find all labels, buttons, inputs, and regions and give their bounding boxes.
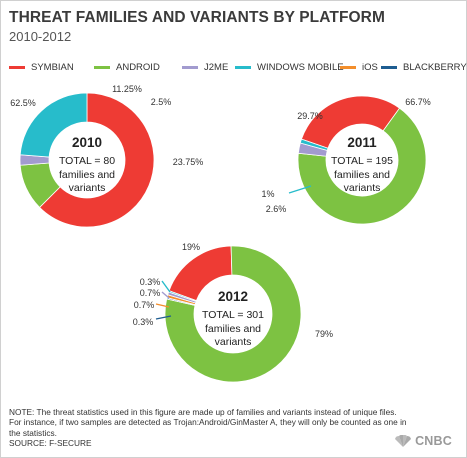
slice-label-android: 79% (315, 329, 333, 339)
donut-hole (194, 275, 272, 353)
cnbc-logo-text: CNBC (415, 434, 452, 448)
donut-center-caption: variants (69, 182, 106, 194)
legend-label-ios: iOS (362, 61, 378, 73)
slice-label-windows-mobile: 23.75% (173, 157, 204, 167)
donut-center-total: TOTAL = 80 (59, 155, 115, 167)
legend-label-android: ANDROID (116, 61, 160, 73)
cnbc-logo: CNBC (394, 434, 452, 448)
donut-center-total: TOTAL = 301 (202, 309, 264, 321)
slice-label-android: 66.7% (405, 97, 431, 107)
donut-center-year: 2011 (347, 135, 377, 150)
legend-label-windows-mobile: WINDOWS MOBILE (257, 61, 344, 73)
slice-label-ios: 0.7% (134, 300, 155, 310)
peacock-icon (395, 435, 412, 447)
legend-swatch-ios (340, 65, 356, 69)
slice-label-j2me: 2.5% (151, 97, 172, 107)
donut-center-caption: families and (205, 323, 261, 335)
donut-hole (326, 124, 398, 196)
donut-center-caption: families and (59, 169, 115, 181)
legend-item-blackberry: BLACKBERRY (381, 60, 467, 74)
slice-label-symbian: 62.5% (10, 98, 36, 108)
donut-center-caption: variants (344, 182, 381, 194)
footnote-line: For instance, if two samples are detecte… (9, 417, 407, 428)
slice-label-windows-mobile: 1% (261, 189, 274, 199)
legend-item-j2me: J2ME (182, 60, 228, 74)
donut-center-caption: families and (334, 169, 390, 181)
slice-label-symbian: 29.7% (297, 111, 323, 121)
legend-swatch-windows-mobile (235, 65, 251, 69)
slice-label-symbian: 19% (182, 242, 200, 252)
legend-item-symbian: SYMBIAN (9, 60, 74, 74)
legend-item-ios: iOS (340, 60, 378, 74)
source-credit: SOURCE: F-SECURE (9, 438, 92, 448)
legend-swatch-blackberry (381, 65, 397, 69)
chart-title: THREAT FAMILIES AND VARIANTS BY PLATFORM (9, 9, 385, 26)
donut-center-year: 2010 (72, 135, 102, 150)
donut-center-total: TOTAL = 195 (331, 155, 393, 167)
leader-line-windows-mobile (288, 185, 312, 194)
leader-line-ios (155, 303, 170, 308)
leader-line-blackberry (155, 315, 172, 320)
legend-item-windows-mobile: WINDOWS MOBILE (235, 60, 344, 74)
slice-label-j2me: 0.7% (140, 288, 161, 298)
slice-label-blackberry: 0.3% (133, 317, 154, 327)
leader-line-windows-mobile (161, 280, 171, 293)
slice-label-j2me: 2.6% (266, 204, 287, 214)
donut-hole (49, 122, 125, 198)
footnote-line: the statistics. (9, 427, 57, 438)
slice-label-android: 11.25% (112, 84, 142, 94)
legend-swatch-j2me (182, 65, 198, 69)
legend-swatch-symbian (9, 65, 25, 69)
leader-line-j2me (161, 291, 170, 299)
donut-center-year: 2012 (218, 289, 248, 304)
legend-label-j2me: J2ME (204, 61, 229, 73)
chart-subtitle: 2010-2012 (9, 29, 72, 44)
legend-label-symbian: SYMBIAN (31, 61, 74, 73)
legend-item-android: ANDROID (94, 60, 160, 74)
donut-center-caption: variants (215, 336, 252, 348)
legend-swatch-android (94, 65, 110, 69)
footnote-line: NOTE: The threat statistics used in this… (9, 407, 397, 417)
legend-label-blackberry: BLACKBERRY (403, 61, 467, 73)
slice-label-windows-mobile: 0.3% (140, 277, 161, 287)
donut-slice-android (297, 107, 427, 225)
footnote: NOTE: The threat statistics used in this… (9, 407, 459, 438)
legend: SYMBIAN ANDROID J2ME WINDOWS MOBILE iOS … (9, 60, 467, 74)
